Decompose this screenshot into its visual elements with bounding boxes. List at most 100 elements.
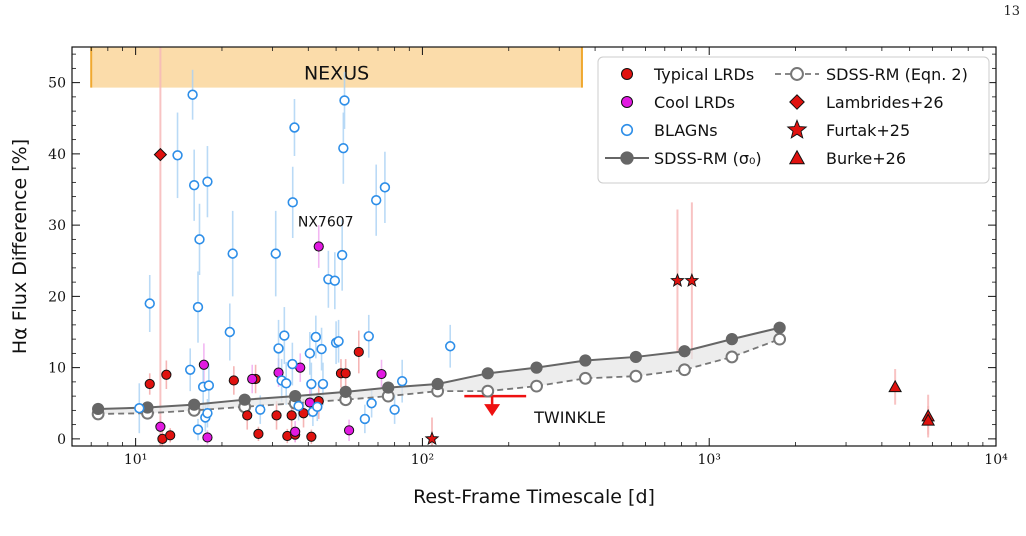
sdss-rm-eqn2-point: [481, 384, 495, 398]
furtak-point: [670, 272, 685, 287]
blagns-point: [287, 358, 298, 370]
sdss-rm-sigma0-point: [678, 345, 691, 358]
y-tick-label: 10: [48, 361, 66, 377]
typical-lrds-point: [242, 410, 253, 421]
blagns-point: [359, 413, 371, 425]
sdss-rm-sigma0-point: [629, 350, 642, 364]
blagns-point: [317, 378, 329, 390]
x-tick-label: 10²: [411, 452, 434, 468]
x-tick-label: 10¹: [124, 452, 147, 468]
typical-lrds-point: [286, 410, 297, 421]
blagns-point: [445, 341, 456, 352]
sdss-rm-sigma0-point: [188, 398, 201, 411]
sdss-rm-eqn2-point: [629, 369, 643, 383]
blagns-point: [287, 197, 298, 208]
blagns-point: [389, 404, 400, 415]
nexus-label: NEXUS: [304, 62, 369, 84]
sdss-rm-sigma0-point: [92, 402, 105, 416]
blagns-point: [329, 275, 341, 286]
sdss-rm-sigma0-point: [339, 385, 352, 398]
blagns-point: [336, 249, 348, 261]
blagns-point: [316, 343, 327, 355]
blagns-point: [227, 248, 238, 259]
blagns-point: [306, 378, 317, 390]
legend-lambrides-26-marker: [789, 94, 805, 110]
blagns-point: [172, 150, 183, 161]
legend-cool-lrds-marker: [620, 95, 634, 109]
page-number: 13: [1003, 4, 1020, 19]
blagns-point: [188, 180, 200, 191]
legend-cool-lrds-label: Cool LRDs: [654, 93, 735, 112]
sdss-rm-eqn2-point: [725, 350, 739, 364]
typical-lrds-point: [144, 378, 155, 390]
legend-burke-26-label: Burke+26: [826, 149, 906, 168]
y-tick-label: 20: [48, 289, 66, 305]
legend-sdss-rm-marker: [620, 151, 634, 165]
cool-lrds-point: [202, 432, 213, 443]
x-axis-label: Rest-Frame Timescale [d]: [413, 486, 655, 508]
twinkle-arrow-head: [484, 404, 501, 417]
sdss-rm-sigma0-point: [238, 393, 251, 406]
typical-lrds-point: [165, 430, 176, 441]
furtak-point: [424, 431, 440, 446]
blagns-point: [144, 298, 155, 309]
blagns-point: [293, 400, 304, 412]
blagns-point: [312, 401, 323, 413]
blagns-point: [366, 398, 377, 409]
sdss-rm-eqn2-point: [773, 332, 787, 346]
sdss-rm-sigma0-point: [725, 333, 739, 346]
y-tick-label: 30: [48, 218, 66, 234]
sdss-rm-eqn2-point: [678, 363, 691, 377]
sdss-rm-sigma0-point: [289, 390, 302, 403]
blagns-point: [192, 301, 204, 313]
blagns-point: [194, 234, 205, 245]
blagns-point: [396, 375, 408, 387]
typical-lrds-point: [228, 375, 239, 386]
typical-lrds-point: [161, 369, 172, 380]
typical-lrds-point: [340, 368, 351, 379]
cool-lrds-point: [343, 425, 355, 436]
blagns-point: [281, 378, 292, 389]
furtak-point: [684, 272, 700, 287]
legend-sdss-rm-label: SDSS-RM (σ₀): [654, 149, 762, 168]
typical-lrds-point: [353, 346, 364, 358]
blagns-point: [279, 330, 290, 341]
legend-sdss-rm-eqn-2-label: SDSS-RM (Eqn. 2): [826, 65, 968, 84]
legend-blagns-marker: [620, 123, 634, 137]
sdss-rm-shaded-range: [98, 327, 780, 414]
blagns-point: [339, 95, 350, 106]
legend-box: [597, 56, 990, 184]
blagns-point: [203, 380, 215, 391]
x-tick-label: 10⁴: [984, 452, 1008, 468]
blagns-point: [192, 424, 204, 435]
y-tick-label: 0: [57, 432, 66, 448]
cool-lrds-point: [376, 368, 387, 380]
blagns-point: [370, 194, 382, 206]
cool-lrds-point: [313, 241, 324, 252]
cool-lrds-point: [290, 426, 301, 437]
blagns-point: [338, 142, 349, 154]
cool-lrds-point: [155, 421, 166, 432]
annotation-nx7607: NX7607: [298, 215, 354, 231]
typical-lrds-point: [253, 428, 264, 439]
cool-lrds-point: [198, 359, 209, 370]
typical-lrds-point: [271, 410, 282, 421]
legend-typical-lrds-label: Typical LRDs: [653, 65, 754, 84]
legend-lambrides-26-label: Lambrides+26: [826, 93, 944, 112]
blagns-point: [185, 364, 196, 375]
cool-lrds-point: [247, 373, 258, 385]
legend-sdss-rm-eqn-2-marker: [790, 67, 804, 81]
sdss-rm-eqn2-point: [530, 379, 543, 393]
blagns-point: [134, 403, 145, 414]
blagns-point: [202, 408, 213, 419]
legend-typical-lrds-marker: [620, 67, 634, 81]
legend-blagns-label: BLAGNs: [654, 121, 718, 140]
sdss-rm-sigma0-point: [530, 361, 543, 374]
blagns-point: [255, 404, 266, 415]
blagns-point: [270, 248, 281, 259]
blagns-point: [187, 89, 198, 100]
plot-frame: [71, 46, 997, 447]
sdss-rm-sigma0-point: [773, 321, 786, 334]
y-tick-label: 40: [48, 147, 66, 163]
